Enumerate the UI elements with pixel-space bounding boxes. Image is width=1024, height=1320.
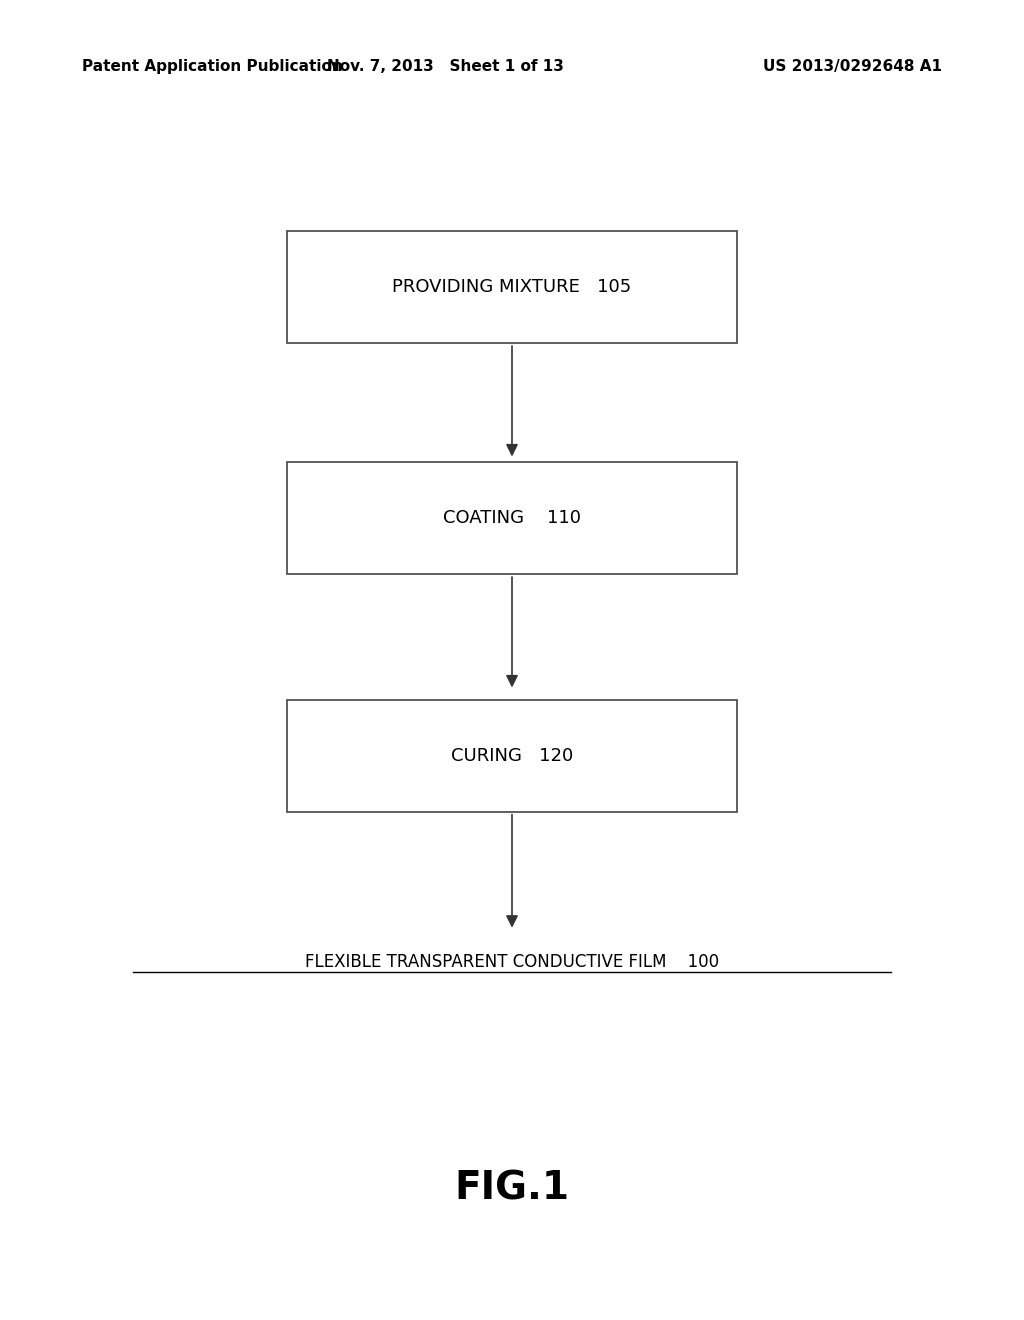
FancyBboxPatch shape bbox=[287, 462, 737, 574]
FancyBboxPatch shape bbox=[287, 700, 737, 812]
Text: CURING   120: CURING 120 bbox=[451, 747, 573, 764]
Text: COATING    110: COATING 110 bbox=[443, 510, 581, 527]
Text: FLEXIBLE TRANSPARENT CONDUCTIVE FILM    100: FLEXIBLE TRANSPARENT CONDUCTIVE FILM 100 bbox=[305, 953, 719, 972]
Text: FIG.1: FIG.1 bbox=[455, 1170, 569, 1206]
Text: PROVIDING MIXTURE   105: PROVIDING MIXTURE 105 bbox=[392, 279, 632, 296]
Text: Nov. 7, 2013   Sheet 1 of 13: Nov. 7, 2013 Sheet 1 of 13 bbox=[327, 59, 564, 74]
Text: Patent Application Publication: Patent Application Publication bbox=[82, 59, 343, 74]
Text: US 2013/0292648 A1: US 2013/0292648 A1 bbox=[763, 59, 942, 74]
FancyBboxPatch shape bbox=[287, 231, 737, 343]
